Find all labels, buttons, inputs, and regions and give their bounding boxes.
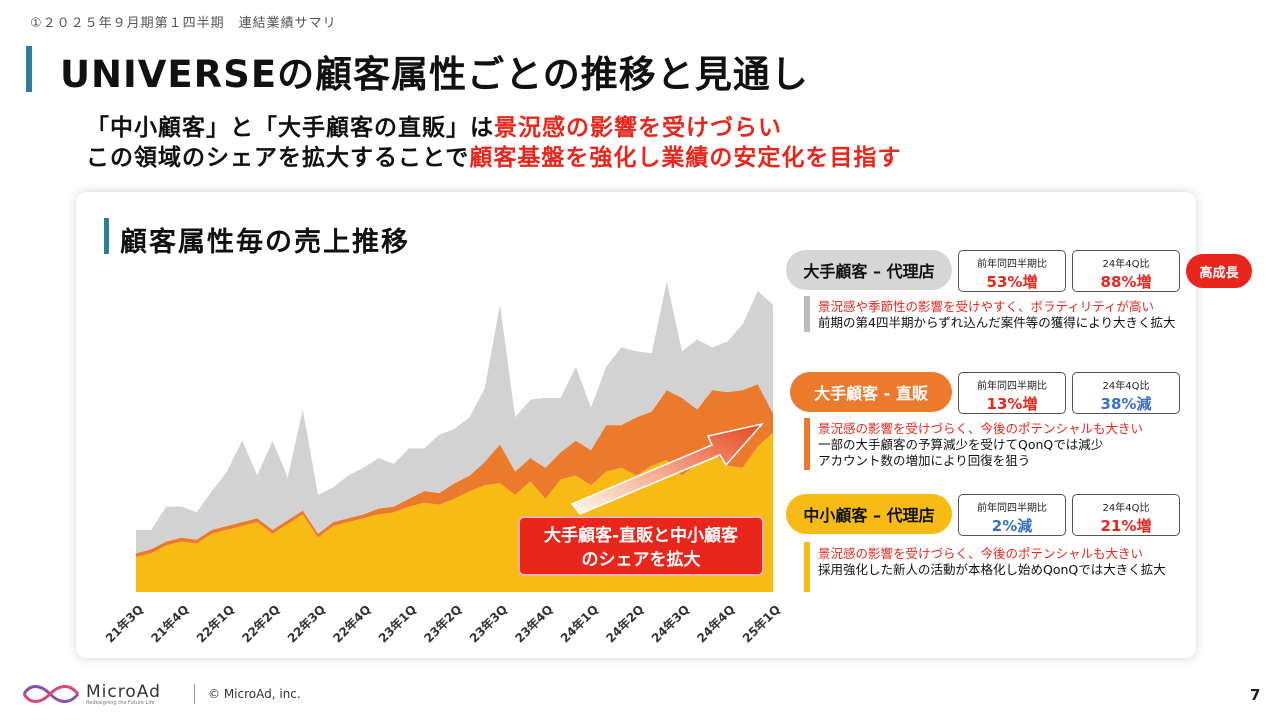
callout-line-2: のシェアを拡大 (581, 550, 701, 570)
note-bar-large-agency (804, 296, 810, 332)
chart-title: 顧客属性毎の売上推移 (120, 227, 410, 258)
yoy-value: 53%増 (986, 273, 1038, 291)
qoq-label: 24年4Q比 (1102, 381, 1150, 392)
x-tick-label: 24年4Q (694, 602, 738, 646)
category-label-large-direct: 大手顧客 - 直販 (790, 372, 952, 412)
note-red: 景況感の影響を受けづらく、今後のポテンシャルも大きい (818, 421, 1144, 436)
yoy-box-large-direct: 前年同四半期比 13%増 (958, 372, 1066, 414)
callout-line-1: 大手顧客-直販と中小顧客 (543, 526, 739, 546)
x-tick-label: 23年4Q (512, 602, 556, 646)
subtitle-line-1-black: 「中小顧客」と「大手顧客の直販」は (86, 115, 494, 141)
page-number: 7 (1250, 686, 1261, 704)
footer-divider (194, 684, 195, 704)
qoq-value: 88%増 (1100, 273, 1152, 291)
x-tick-label: 22年1Q (193, 602, 237, 646)
subtitle-line-1: 「中小顧客」と「大手顧客の直販」は景況感の影響を受けづらい (86, 108, 782, 142)
note-red: 景況感の影響を受けづらく、今後のポテンシャルも大きい (818, 546, 1144, 561)
logo-wordmark: MicroAd (86, 682, 161, 702)
category-label-sme-agency: 中小顧客 – 代理店 (786, 494, 952, 534)
x-tick-label: 22年3Q (284, 602, 328, 646)
share-expansion-callout: 大手顧客-直販と中小顧客 のシェアを拡大 (518, 516, 764, 576)
growth-arrow (570, 422, 765, 515)
note-black-1: 一部の大手顧客の予算減少を受けてQonQでは減少 (818, 437, 1104, 452)
subtitle-line-1-red: 景況感の影響を受けづらい (494, 115, 782, 141)
x-tick-label: 21年4Q (148, 602, 192, 646)
yoy-label: 前年同四半期比 (977, 381, 1047, 392)
x-tick-label: 23年3Q (466, 602, 510, 646)
qoq-box-large-direct: 24年4Q比 38%減 (1072, 372, 1180, 414)
yoy-label: 前年同四半期比 (977, 503, 1047, 514)
note-black-2: アカウント数の増加により回復を狙う (818, 453, 1031, 468)
chart-title-accent-bar (104, 218, 109, 254)
qoq-label: 24年4Q比 (1102, 503, 1150, 514)
x-tick-label: 23年1Q (375, 602, 419, 646)
breadcrumb: ①２０２５年９月期第１四半期 連結業績サマリ (30, 16, 337, 31)
qoq-value: 21%増 (1100, 517, 1152, 535)
x-tick-label: 24年3Q (648, 602, 692, 646)
qoq-box-large-agency: 24年4Q比 88%増 (1072, 250, 1180, 292)
yoy-value: 13%増 (986, 395, 1038, 413)
category-label-large-agency: 大手顧客 – 代理店 (786, 250, 952, 290)
yoy-box-sme-agency: 前年同四半期比 2%減 (958, 494, 1066, 536)
note-bar-sme-agency (804, 542, 810, 592)
x-tick-label: 24年1Q (557, 602, 601, 646)
yoy-label: 前年同四半期比 (977, 259, 1047, 270)
x-tick-label: 24年2Q (603, 602, 647, 646)
yoy-value: 2%減 (991, 517, 1033, 535)
subtitle-line-2-black: この領域のシェアを拡大することで (86, 145, 470, 171)
high-growth-badge: 高成長 (1186, 254, 1252, 288)
qoq-value: 38%減 (1100, 395, 1152, 413)
qoq-label: 24年4Q比 (1102, 259, 1150, 270)
subtitle-line-2: この領域のシェアを拡大することで顧客基盤を強化し業績の安定化を目指す (86, 138, 901, 172)
page-title: UNIVERSEの顧客属性ごとの推移と見通し (60, 53, 809, 96)
logo-tagline: Redesigning the Future Life (86, 700, 155, 706)
note-black: 前期の第4四半期からずれ込んだ案件等の獲得により大きく拡大 (818, 315, 1176, 330)
title-accent-bar (26, 46, 32, 92)
x-tick-label: 22年2Q (239, 602, 283, 646)
area-series-2 (136, 281, 773, 554)
note-sme-agency: 景況感の影響を受けづらく、今後のポテンシャルも大きい 採用強化した新人の活動が本… (818, 546, 1166, 578)
yoy-box-large-agency: 前年同四半期比 53%増 (958, 250, 1066, 292)
note-bar-large-direct (804, 418, 810, 470)
qoq-box-sme-agency: 24年4Q比 21%増 (1072, 494, 1180, 536)
subtitle-line-2-red: 顧客基盤を強化し業績の安定化を目指す (469, 145, 902, 171)
x-tick-label: 21年3Q (102, 602, 146, 646)
area-series-1 (136, 384, 773, 558)
x-tick-label: 23年2Q (421, 602, 465, 646)
note-large-agency: 景況感や季節性の影響を受けやすく、ボラティリティが高い 前期の第4四半期からずれ… (818, 299, 1175, 331)
note-black: 採用強化した新人の活動が本格化し始めQonQでは大きく拡大 (818, 562, 1166, 577)
x-tick-label: 25年1Q (739, 602, 783, 646)
note-red: 景況感や季節性の影響を受けやすく、ボラティリティが高い (818, 299, 1155, 314)
microad-logo-icon (22, 685, 80, 703)
note-large-direct: 景況感の影響を受けづらく、今後のポテンシャルも大きい 一部の大手顧客の予算減少を… (818, 421, 1143, 469)
copyright: © MicroAd, inc. (208, 687, 301, 701)
x-tick-label: 22年4Q (330, 602, 374, 646)
